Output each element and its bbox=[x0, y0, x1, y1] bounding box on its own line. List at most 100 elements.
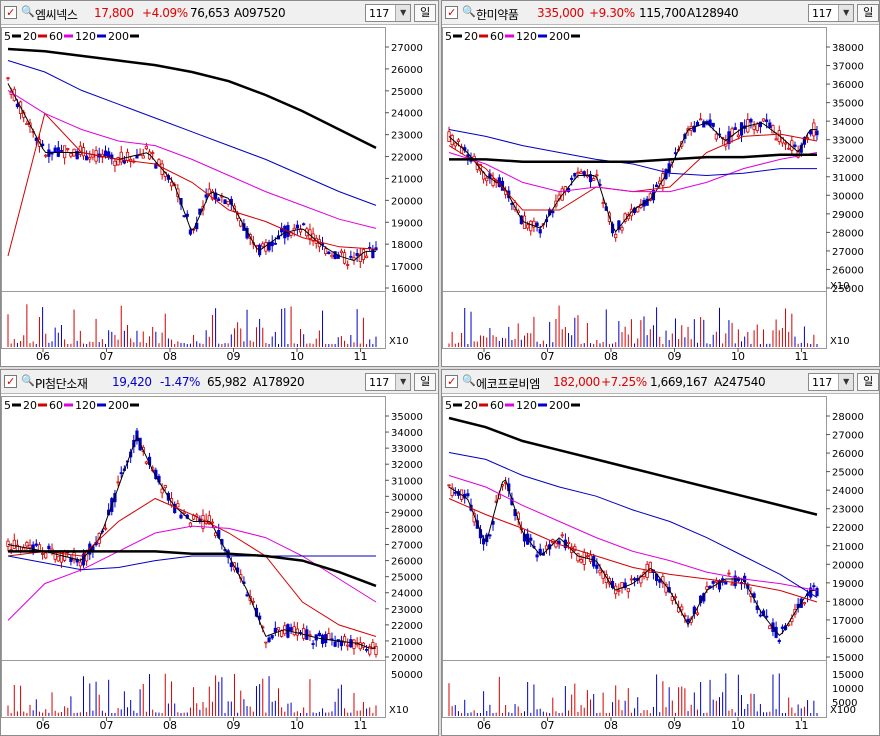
candle-body bbox=[585, 555, 589, 558]
candle-body bbox=[617, 220, 621, 230]
candle-body bbox=[595, 564, 599, 569]
panel-header: ✓ 🔍 PI첨단소재 19,420 -1.47% 65,982 A178920 … bbox=[1, 370, 438, 394]
candle-body bbox=[311, 643, 315, 645]
period-select[interactable]: 117 ▼ bbox=[365, 373, 411, 391]
chart-panel-4[interactable]: ✓ 🔍 에코프로비엠 182,000 +7.25% 1,669,167 A247… bbox=[441, 369, 880, 736]
checkbox-icon[interactable]: ✓ bbox=[445, 6, 458, 19]
candle-body bbox=[352, 639, 356, 649]
month-label: 11 bbox=[354, 719, 368, 732]
candle-body bbox=[727, 572, 731, 575]
candle-body bbox=[570, 177, 574, 180]
price-chart[interactable]: 5 20 60 120 200 35000 34000 33000 32000 31000 3000… bbox=[1, 370, 439, 736]
stock-change: -1.47% bbox=[160, 375, 201, 389]
candle-body bbox=[28, 544, 32, 549]
stock-name[interactable]: 엠씨넥스 bbox=[35, 8, 78, 22]
ma-legend-label: 5 bbox=[4, 30, 11, 43]
candle-body bbox=[595, 174, 599, 177]
chevron-down-icon[interactable]: ▼ bbox=[838, 374, 853, 390]
candle-body bbox=[491, 178, 495, 187]
month-label: 11 bbox=[795, 719, 809, 732]
candle-body bbox=[557, 540, 561, 545]
price-tick-label: 35000 bbox=[391, 412, 423, 423]
stock-change: +9.30% bbox=[589, 6, 635, 20]
month-label: 07 bbox=[100, 719, 114, 732]
search-icon[interactable]: 🔍 bbox=[21, 374, 35, 387]
candle-body bbox=[141, 155, 145, 159]
search-icon[interactable]: 🔍 bbox=[462, 374, 476, 387]
candle-body bbox=[802, 602, 807, 605]
price-chart[interactable]: 5 20 60 120 200 28000 27000 26000 25000 24000 2300… bbox=[442, 370, 880, 736]
candle-body bbox=[538, 548, 542, 554]
candle-body bbox=[346, 644, 350, 647]
candle-body bbox=[614, 233, 618, 239]
candle-body bbox=[44, 552, 48, 559]
ma5-line bbox=[7, 435, 376, 649]
candle-body bbox=[456, 139, 461, 143]
search-icon[interactable]: 🔍 bbox=[462, 5, 476, 18]
candle-body bbox=[765, 119, 769, 122]
timeframe-button[interactable]: 일 bbox=[857, 4, 879, 22]
panel-header: ✓ 🔍 엠씨넥스 17,800 +4.09% 76,653 A097520 11… bbox=[1, 1, 438, 25]
candle-body bbox=[573, 172, 577, 177]
ma-legend-label: 60 bbox=[49, 399, 63, 412]
candle-body bbox=[220, 539, 224, 545]
stock-name[interactable]: PI첨단소재 bbox=[35, 377, 88, 391]
candle-body bbox=[88, 157, 92, 160]
candle-body bbox=[210, 521, 215, 524]
candle-body bbox=[355, 253, 359, 256]
candle-body bbox=[670, 596, 674, 601]
price-tick-label: 25000 bbox=[391, 87, 423, 98]
period-value: 117 bbox=[812, 7, 832, 20]
chart-panel-2[interactable]: ✓ 🔍 한미약품 335,000 +9.30% 115,700 A128940 … bbox=[441, 0, 880, 367]
chevron-down-icon[interactable]: ▼ bbox=[838, 5, 853, 21]
volume-unit-label: X100 bbox=[830, 705, 856, 716]
checkbox-icon[interactable]: ✓ bbox=[4, 375, 17, 388]
price-tick-label: 23000 bbox=[391, 131, 423, 142]
candle-body bbox=[75, 151, 79, 160]
chart-panel-1[interactable]: ✓ 🔍 엠씨넥스 17,800 +4.09% 76,653 A097520 11… bbox=[0, 0, 439, 367]
price-chart[interactable]: 5 20 60 120 200 38000 37000 36000 35000 34000 3300… bbox=[442, 1, 880, 367]
price-tick-label: 21000 bbox=[391, 174, 423, 185]
month-label: 08 bbox=[604, 719, 618, 732]
ma-line bbox=[7, 112, 377, 257]
candle-body bbox=[44, 154, 48, 157]
candle-body bbox=[40, 143, 45, 147]
price-tick-label: 18000 bbox=[391, 240, 423, 251]
candle-body bbox=[107, 151, 111, 158]
candle-body bbox=[566, 541, 571, 545]
checkbox-icon[interactable]: ✓ bbox=[445, 375, 458, 388]
chart-panel-3[interactable]: ✓ 🔍 PI첨단소재 19,420 -1.47% 65,982 A178920 … bbox=[0, 369, 439, 736]
timeframe-button[interactable]: 일 bbox=[414, 4, 436, 22]
candle-body bbox=[485, 534, 489, 543]
month-label: 10 bbox=[731, 719, 745, 732]
period-select[interactable]: 117 ▼ bbox=[808, 373, 854, 391]
candle-body bbox=[119, 472, 123, 475]
ma-line bbox=[449, 153, 817, 163]
price-chart[interactable]: 5 20 60 120 200 27000 26000 25000 24000 23000 2200… bbox=[1, 1, 439, 367]
candle-body bbox=[447, 484, 451, 487]
month-label: 11 bbox=[795, 350, 809, 363]
price-tick-label: 22000 bbox=[391, 621, 423, 632]
price-tick-label: 24000 bbox=[391, 589, 423, 600]
period-select[interactable]: 117 ▼ bbox=[808, 4, 854, 22]
volume-unit-label: X10 bbox=[389, 336, 409, 347]
price-tick-label: 28000 bbox=[832, 412, 864, 423]
search-icon[interactable]: 🔍 bbox=[21, 5, 35, 18]
ma5-line bbox=[448, 122, 817, 233]
candle-body bbox=[53, 147, 57, 153]
chevron-down-icon[interactable]: ▼ bbox=[395, 5, 410, 21]
chevron-down-icon[interactable]: ▼ bbox=[395, 374, 410, 390]
timeframe-button[interactable]: 일 bbox=[857, 373, 879, 391]
price-tick-label: 27000 bbox=[391, 541, 423, 552]
ma-legend: 5 20 60 120 200 bbox=[4, 30, 139, 43]
period-select[interactable]: 117 ▼ bbox=[365, 4, 411, 22]
candle-body bbox=[752, 125, 756, 130]
checkbox-icon[interactable]: ✓ bbox=[4, 6, 17, 19]
price-tick-label: 18000 bbox=[832, 597, 864, 608]
timeframe-button[interactable]: 일 bbox=[414, 373, 436, 391]
candle-body bbox=[529, 220, 533, 232]
stock-name[interactable]: 한미약품 bbox=[476, 8, 519, 22]
price-tick-label: 26000 bbox=[832, 449, 864, 460]
stock-name[interactable]: 에코프로비엠 bbox=[476, 377, 540, 391]
ma-legend-label: 200 bbox=[108, 399, 129, 412]
